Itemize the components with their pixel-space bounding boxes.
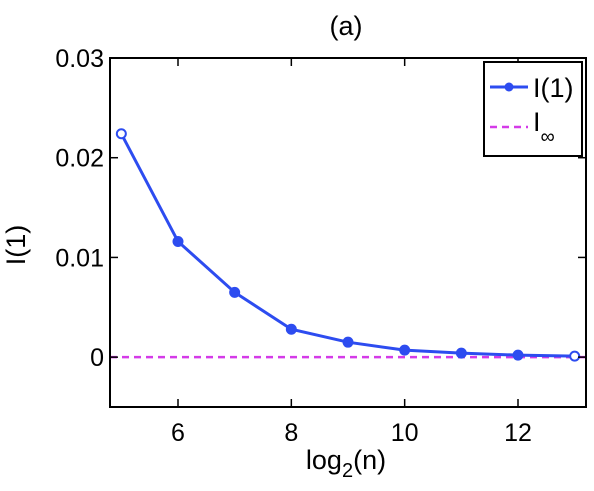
y-tick-label: 0.01 — [55, 244, 104, 272]
data-point — [569, 350, 581, 362]
legend: I(1) I∞ — [483, 61, 583, 157]
legend-series-label: I(1) — [533, 73, 574, 103]
data-point — [342, 336, 354, 348]
x-tick-label: 10 — [391, 419, 419, 447]
y-tick-label: 0.03 — [55, 45, 104, 73]
x-axis-label: log2(n) — [306, 445, 386, 482]
data-point — [455, 347, 467, 359]
x-tick-label: 8 — [284, 419, 298, 447]
data-point — [172, 235, 184, 247]
data-point — [229, 286, 241, 298]
y-tick-label: 0.02 — [55, 145, 104, 173]
y-tick-label: 0 — [90, 344, 104, 372]
chart-title: (a) — [330, 11, 363, 41]
x-tick-label: 6 — [171, 419, 185, 447]
legend-series-marker — [504, 82, 514, 92]
legend-reference-label: I∞ — [533, 107, 555, 148]
plot-area — [110, 128, 586, 362]
data-point — [399, 344, 411, 356]
data-point — [115, 128, 127, 140]
series-line — [120, 133, 575, 358]
data-point — [512, 349, 524, 361]
legend-box — [483, 61, 583, 157]
axes-box — [109, 57, 587, 408]
data-point — [285, 323, 297, 335]
y-axis-label: I(1) — [1, 225, 31, 266]
x-tick-label: 12 — [504, 419, 532, 447]
